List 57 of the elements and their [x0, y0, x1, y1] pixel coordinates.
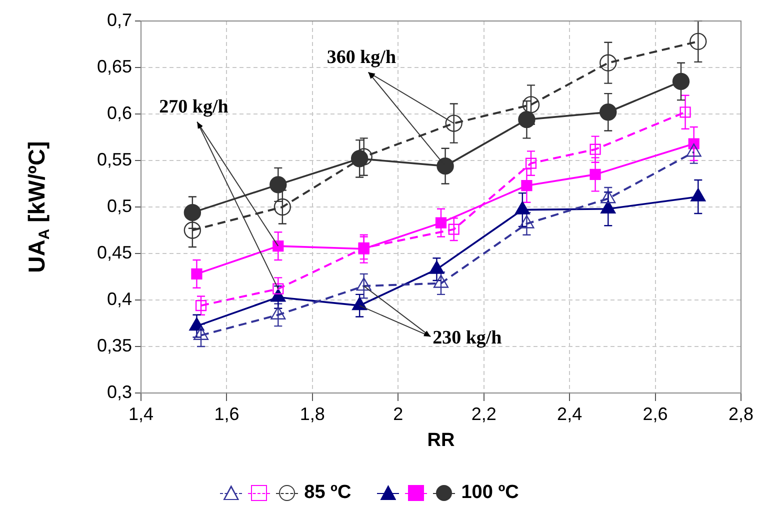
point — [522, 96, 540, 114]
x-tick-label: 2,4 — [557, 404, 582, 424]
y-tick-label: 0,65 — [96, 56, 132, 76]
point — [272, 283, 284, 294]
point — [191, 268, 202, 280]
point — [189, 317, 204, 331]
legend-label: 85 ºC — [304, 482, 352, 504]
y-tick-label: 0,6 — [106, 102, 132, 123]
point — [600, 190, 616, 204]
point — [690, 32, 707, 50]
y-tick-label: 0,45 — [96, 242, 132, 262]
point — [600, 104, 617, 121]
y-axis-title: UAA [kW/ºC] — [23, 141, 54, 273]
x-tick-label: 2,6 — [642, 404, 668, 424]
point — [195, 300, 207, 312]
point — [518, 110, 536, 128]
annotation: 270 kg/h — [159, 96, 229, 118]
point — [270, 306, 286, 320]
point — [445, 114, 462, 132]
point — [600, 54, 617, 72]
y-tick-label: 0,4 — [106, 288, 132, 309]
point — [590, 144, 601, 155]
point — [521, 180, 532, 192]
point — [590, 168, 601, 180]
x-tick-label: 1,4 — [128, 404, 154, 424]
x-tick-label: 2,8 — [728, 404, 754, 424]
point — [184, 204, 202, 222]
x-axis-title: RR — [427, 430, 455, 452]
legend-label: 100 ºC — [461, 482, 519, 504]
x-tick-label: 2 — [393, 404, 404, 424]
point — [184, 222, 202, 239]
point — [272, 240, 284, 252]
x-tick-label: 2,2 — [471, 404, 496, 424]
point — [429, 260, 444, 274]
point — [436, 157, 454, 175]
point — [672, 72, 690, 90]
y-tick-label: 0,3 — [106, 382, 132, 402]
point — [448, 224, 460, 235]
annotation: 230 kg/h — [432, 327, 502, 348]
point — [525, 158, 537, 169]
x-tick-label: 1,8 — [300, 404, 325, 424]
point — [352, 296, 368, 310]
y-tick-label: 0,5 — [106, 196, 132, 216]
point — [274, 198, 292, 216]
point — [433, 274, 449, 288]
y-tick-label: 0,35 — [96, 335, 132, 356]
y-tick-label: 0,7 — [106, 10, 132, 30]
point — [514, 201, 530, 214]
point — [270, 176, 287, 194]
point — [519, 215, 534, 228]
point — [680, 106, 691, 118]
point — [193, 326, 209, 340]
x-tick-label: 1,6 — [214, 404, 240, 424]
annotation: 360 kg/h — [326, 47, 396, 68]
y-tick-label: 0,55 — [96, 149, 132, 170]
point — [435, 217, 447, 228]
point — [356, 277, 372, 291]
